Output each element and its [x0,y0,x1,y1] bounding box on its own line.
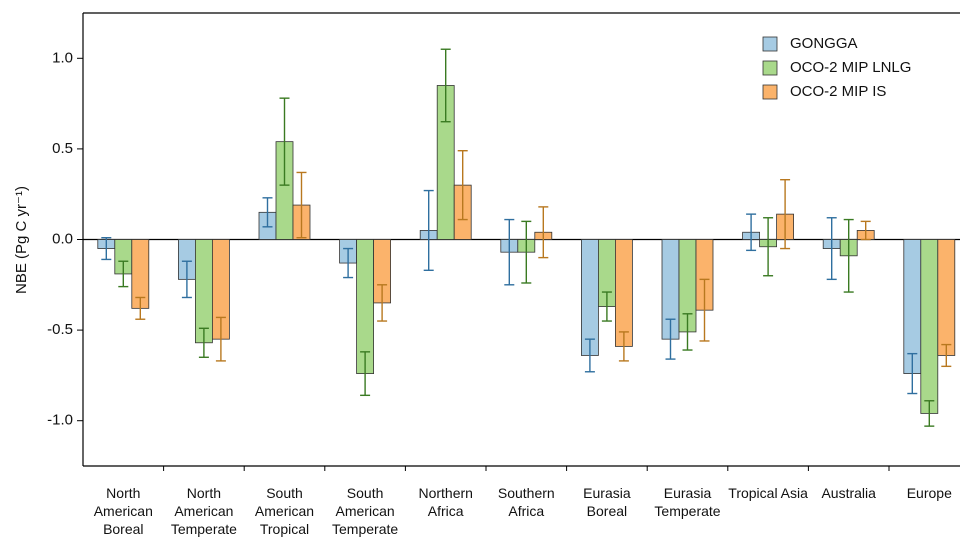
error-bar [377,284,388,322]
error-bar [457,150,468,221]
bar [194,239,213,344]
y-tick-label: 1.0 [52,49,73,66]
error-bar [262,197,273,228]
error-bar [618,331,629,362]
error-bar [699,278,710,342]
x-tick-label: North American Temperate [170,485,237,537]
x-tick-label: North American Boreal [93,485,153,537]
y-tick-label: -0.5 [47,321,73,338]
y-axis-label: NBE (Pg C yr⁻¹) [13,186,30,294]
error-bar [135,296,146,320]
x-tick-label: Eurasia Boreal [583,485,631,519]
error-bar [665,318,676,360]
error-bar [101,236,112,261]
legend-label: OCO-2 MIP LNLG [790,59,911,76]
y-tick-label: 0.0 [52,230,73,247]
error-bar [860,220,871,241]
error-bar [440,48,451,123]
bar [581,239,599,356]
legend-label: GONGGA [790,35,858,52]
error-bar [279,97,290,186]
x-tick-label: South American Tropical [254,485,315,537]
error-bar [907,352,918,395]
error-bar [181,260,192,299]
x-tick-label: Australia [821,485,876,501]
error-bar [343,247,354,279]
error-bar [682,313,693,351]
error-bar [941,343,952,368]
x-tick-label: Eurasia Temperate [654,485,721,519]
bar [937,239,956,356]
error-bar [215,316,226,362]
legend-swatch [762,84,778,100]
error-bar [118,260,129,288]
error-bar [538,206,549,259]
error-bar [504,218,515,286]
y-tick-label: -1.0 [47,412,73,429]
error-bar [843,218,854,293]
error-bar [360,351,371,397]
error-bar [423,189,434,272]
error-bar [763,217,774,277]
legend-swatch [762,60,778,76]
x-tick-label: Northern Africa [418,485,473,519]
y-tick-label: 0.5 [52,140,73,157]
error-bar [198,327,209,358]
error-bar [924,400,935,427]
bar [920,239,939,414]
error-bar [601,291,612,322]
error-bar [521,220,532,284]
error-bar [746,213,757,252]
bar [615,239,633,347]
x-tick-label: Tropical Asia [728,485,808,501]
error-bar [296,171,307,239]
x-tick-label: South American Temperate [332,485,399,537]
x-tick-label: Southern Africa [497,485,555,519]
error-bar [584,338,595,373]
error-bar [780,179,791,250]
error-bar [826,217,837,281]
x-tick-label: Europe [906,485,952,501]
legend-swatch [762,36,778,52]
legend-label: OCO-2 MIP IS [790,83,886,100]
